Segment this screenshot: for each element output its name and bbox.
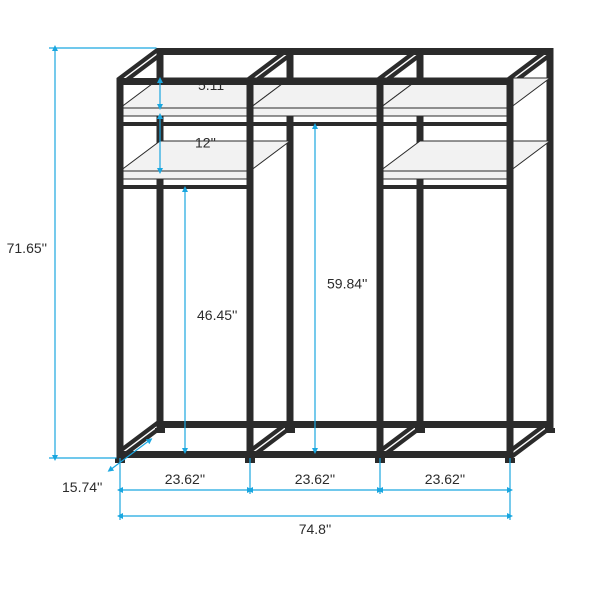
dim-side-interior: 46.45''	[197, 307, 237, 323]
dim-section-2: 23.62''	[425, 471, 465, 487]
dim-total-width: 74.8''	[299, 521, 332, 537]
dim-total-height: 71.65''	[7, 240, 47, 256]
dim-shelf-gap: 12''	[195, 135, 216, 151]
furniture-dimension-diagram: 71.65'' 5.11'' 12'' 46.45'' 59.84'' 23.62'' 23…	[0, 0, 600, 600]
dim-top-gap: 5.11''	[198, 77, 230, 93]
dim-section-1: 23.62''	[295, 471, 335, 487]
dim-depth: 15.74''	[62, 479, 102, 495]
dim-center-interior: 59.84''	[327, 276, 367, 292]
dim-section-0: 23.62''	[165, 471, 205, 487]
